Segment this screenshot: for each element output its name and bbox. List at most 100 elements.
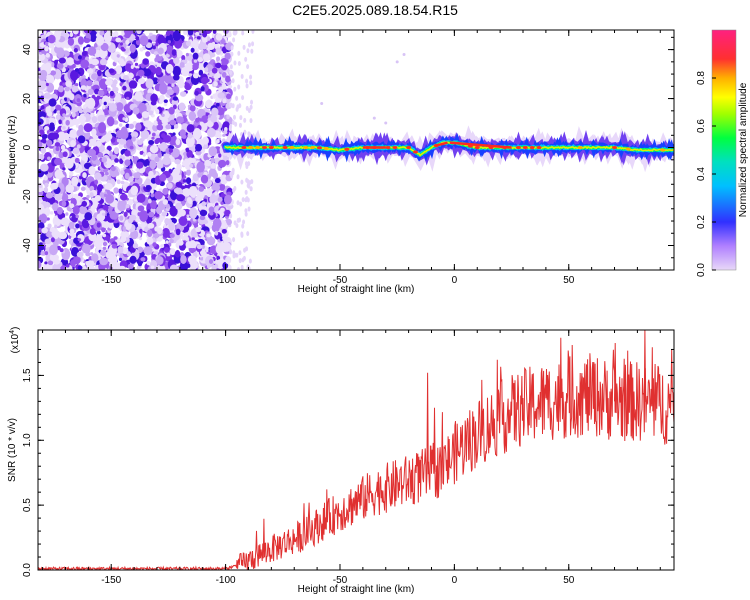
noise-cell — [61, 200, 67, 207]
noise-cell — [72, 63, 76, 69]
ridge-hotspot — [268, 145, 274, 150]
noise-cell — [142, 58, 150, 65]
noise-cell — [71, 112, 76, 118]
noise-cell — [136, 139, 144, 146]
noise-cell — [218, 68, 223, 73]
noise-cell — [82, 50, 88, 56]
noise-cell — [220, 63, 228, 71]
noise-cell — [197, 43, 205, 51]
noise-cell — [152, 242, 157, 247]
noise-cell — [150, 189, 154, 194]
noise-cell — [54, 224, 58, 229]
noise-cell — [65, 212, 69, 216]
noise-cell — [178, 102, 186, 112]
noise-cell — [45, 82, 49, 87]
noise-cell — [143, 246, 153, 256]
noise-cell — [172, 132, 176, 136]
noise-cell — [243, 129, 247, 135]
multiplier-exp: 4 — [9, 330, 16, 334]
noise-cell — [95, 159, 101, 167]
ridge-hotspot — [625, 147, 631, 151]
noise-cell — [249, 80, 253, 86]
noise-cell — [87, 88, 94, 95]
noise-cell — [94, 179, 99, 185]
noise-cell — [244, 161, 248, 167]
noise-cell — [215, 62, 222, 69]
noise-cell — [120, 170, 125, 175]
noise-cell — [126, 251, 131, 257]
noise-cell — [246, 64, 250, 70]
noise-cell — [83, 93, 87, 98]
noise-cell — [169, 264, 179, 270]
noise-cell — [151, 132, 156, 137]
noise-cell — [61, 193, 69, 202]
noise-cell — [232, 37, 236, 43]
noise-cell — [173, 123, 179, 129]
noise-cell — [81, 243, 91, 254]
noise-cell — [162, 156, 171, 166]
noise-cell — [181, 55, 186, 61]
noise-cell — [150, 200, 157, 210]
noise-cell — [60, 217, 70, 226]
noise-cell — [249, 74, 253, 80]
colorbar-label: Normalized spectral amplitude — [738, 82, 749, 217]
ridge-peak — [435, 141, 448, 147]
noise-cell — [43, 187, 49, 193]
noise-cell — [146, 260, 151, 266]
noise-cell — [103, 31, 113, 43]
noise-cell — [204, 99, 213, 109]
noise-cell — [95, 241, 103, 248]
noise-cell — [70, 259, 76, 268]
noise-cell — [116, 54, 120, 58]
noise-cell — [125, 204, 130, 209]
noise-cell — [49, 196, 56, 204]
noise-cell — [192, 72, 199, 79]
noise-cell — [139, 210, 148, 222]
noise-cell — [91, 73, 98, 81]
noise-cell — [89, 192, 94, 198]
noise-cell — [154, 156, 160, 163]
noise-cell — [211, 107, 219, 117]
noise-cell — [105, 56, 109, 59]
noise-cell — [201, 201, 207, 207]
noise-cell — [237, 50, 241, 56]
noise-cell — [199, 121, 204, 126]
noise-cell — [58, 85, 64, 93]
noise-cell — [103, 132, 113, 141]
noise-cell — [229, 249, 233, 255]
noise-cell — [233, 60, 237, 66]
noise-cell — [123, 74, 129, 81]
noise-cell — [227, 84, 233, 89]
x-tick-label: -100 — [216, 575, 236, 586]
noise-cell — [67, 37, 75, 46]
noise-cell — [54, 142, 61, 147]
ridge-hotspot — [261, 145, 267, 150]
noise-cell — [243, 117, 247, 123]
noise-cell — [155, 108, 160, 115]
noise-cell — [118, 265, 127, 270]
noise-cell — [241, 223, 245, 229]
noise-cell — [127, 198, 134, 206]
noise-cell — [38, 105, 41, 110]
noise-cell — [229, 64, 233, 70]
noise-cell — [192, 200, 197, 207]
colorbar-tick-label: 0.0 — [696, 263, 707, 277]
noise-cell — [103, 221, 110, 229]
noise-cell — [75, 214, 79, 219]
noise-cell — [215, 102, 220, 107]
noise-cell — [65, 119, 70, 126]
noise-cell — [157, 34, 165, 45]
noise-cell — [211, 182, 221, 193]
x-tick-label: 0 — [452, 275, 458, 286]
noise-cell — [220, 57, 229, 66]
noise-cell — [172, 65, 181, 77]
noise-cell — [101, 188, 106, 193]
noise-cell — [206, 127, 216, 138]
noise-cell — [189, 207, 198, 219]
noise-cell — [80, 265, 87, 270]
noise-cell — [208, 206, 215, 213]
noise-cell — [233, 220, 237, 226]
noise-cell — [218, 153, 222, 158]
noise-cell — [38, 125, 43, 130]
colorbar-ticks: 0.0 0.2 0.4 0.6 0.8 — [696, 71, 716, 277]
